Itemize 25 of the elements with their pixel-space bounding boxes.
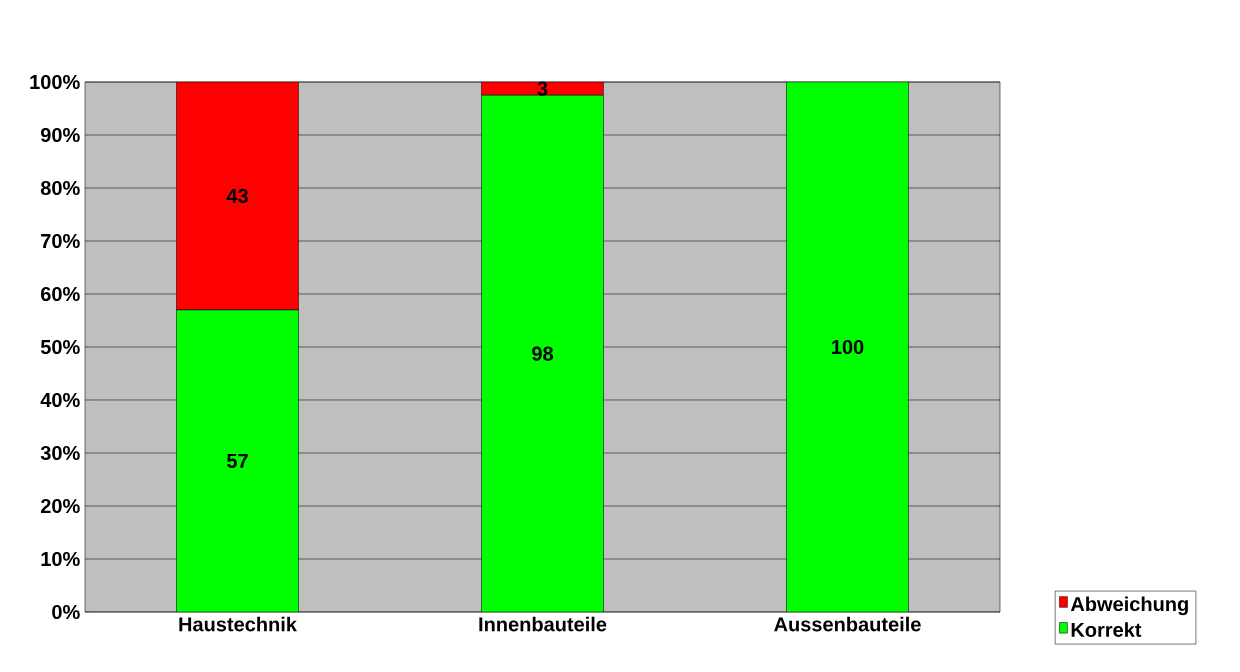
y-tick-label: 10% (41, 551, 80, 567)
bar (481, 94, 604, 612)
x-tick-label: Haustechnik (179, 616, 297, 632)
y-tick-label: 30% (40, 445, 80, 461)
legend-label: Abweichung (1070, 596, 1188, 616)
y-tick-label: 90% (40, 127, 80, 143)
data-label: 98 (532, 346, 553, 361)
y-tick-label: 70% (41, 233, 80, 249)
x-tick-label: Innenbauteile (479, 616, 607, 632)
x-tick-label: Aussenbauteile (774, 616, 921, 632)
data-label: 57 (226, 453, 248, 468)
y-tick-label: 60% (40, 286, 80, 302)
y-tick-label: 40% (40, 392, 80, 408)
data-label: 43 (226, 188, 248, 204)
bar (786, 82, 909, 612)
bar (176, 82, 299, 311)
bar (176, 309, 299, 612)
data-label: 100 (832, 339, 864, 355)
y-tick-label: 80% (40, 180, 80, 196)
y-tick-label: 50% (40, 339, 80, 355)
data-label: 3 (537, 81, 548, 96)
y-tick-label: 0% (52, 604, 80, 620)
y-tick-label: 20% (40, 498, 80, 514)
y-tick-label: 100% (30, 74, 80, 90)
legend-label: Korrekt (1071, 622, 1142, 637)
